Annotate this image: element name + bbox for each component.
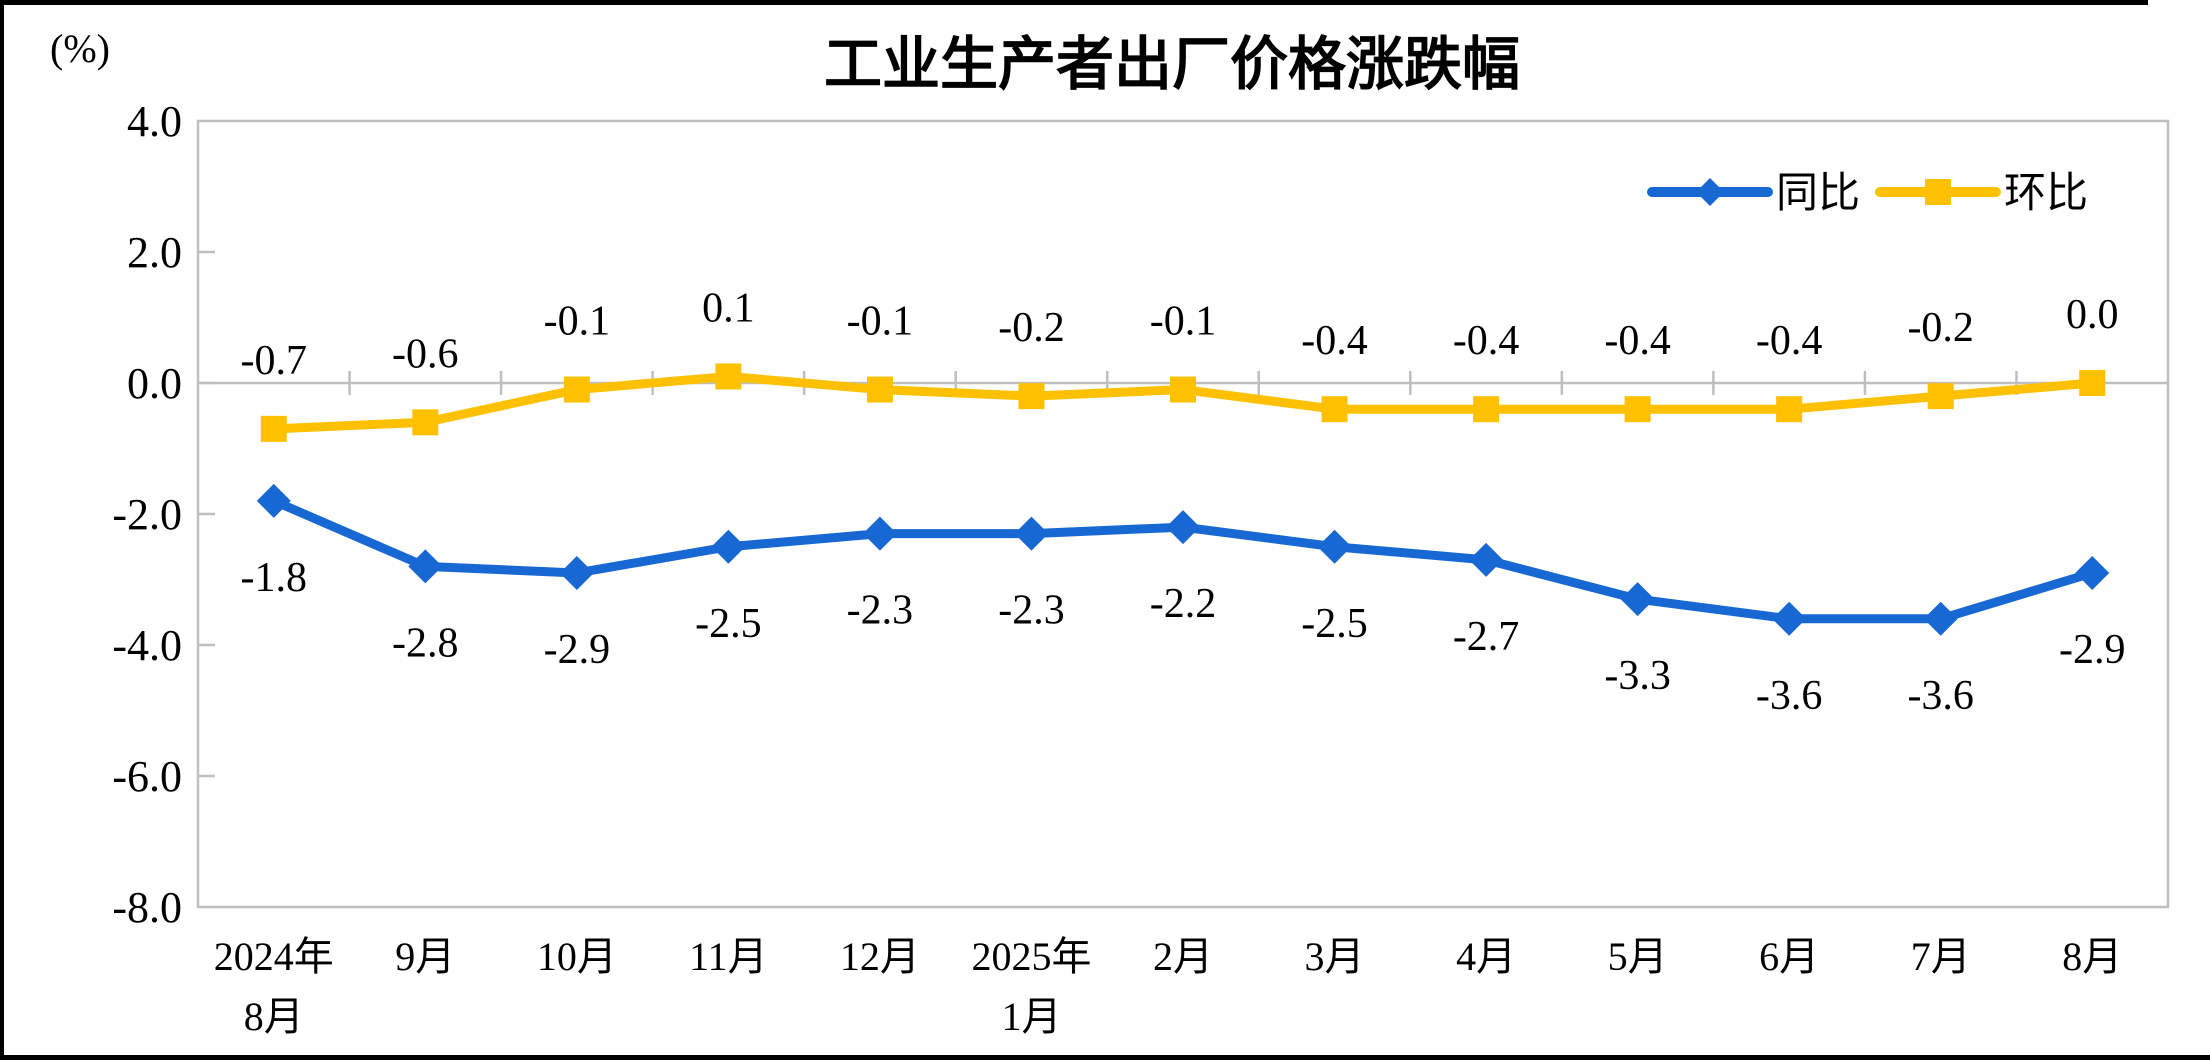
x-category-label: 7月 xyxy=(1911,934,1971,979)
yoy-data-label: -2.2 xyxy=(1150,581,1217,627)
x-category-label: 12月 xyxy=(840,934,920,979)
yoy-marker xyxy=(1469,542,1504,577)
mom-data-label: 0.1 xyxy=(702,285,755,331)
legend-item-yoy: 同比 xyxy=(1647,169,1860,216)
mom-marker xyxy=(1473,396,1500,423)
mom-data-label: -0.1 xyxy=(544,299,611,345)
mom-data-label: -0.6 xyxy=(392,331,459,377)
x-category-label: 9月 xyxy=(395,934,455,979)
x-category-label: 3月 xyxy=(1305,934,1365,979)
mom-data-label: -0.4 xyxy=(1301,318,1368,364)
yoy-data-label: -1.8 xyxy=(241,555,308,601)
yoy-data-label: -2.5 xyxy=(1301,601,1368,647)
mom-legend-square xyxy=(1925,179,1951,205)
legend: 同比 环比 xyxy=(1647,169,2088,216)
yoy-data-label: -3.6 xyxy=(1756,673,1823,719)
yoy-data-label: -2.9 xyxy=(544,627,611,673)
mom-data-label: -0.1 xyxy=(847,299,914,345)
mom-data-label: -0.1 xyxy=(1150,299,1217,345)
yoy-marker xyxy=(1317,529,1352,564)
mom-data-label: -0.4 xyxy=(1756,318,1823,364)
mom-marker xyxy=(1624,396,1651,423)
mom-marker xyxy=(866,376,893,403)
y-tick-label: 0.0 xyxy=(127,359,182,408)
x-category-label: 8月 xyxy=(2062,934,2122,979)
yoy-data-label: -2.5 xyxy=(695,601,762,647)
y-tick-label: 2.0 xyxy=(127,228,182,277)
mom-marker xyxy=(260,415,287,442)
yoy-data-label: -3.3 xyxy=(1604,653,1671,699)
mom-data-label: -0.4 xyxy=(1453,318,1520,364)
mom-marker xyxy=(2079,370,2106,396)
x-category-label: 8月 xyxy=(244,994,304,1039)
yoy-data-label: -2.3 xyxy=(847,588,914,634)
x-category-label: 4月 xyxy=(1456,934,1516,979)
yoy-data-label: -2.8 xyxy=(392,620,459,666)
chart-title: 工业生产者出厂价格涨跌幅 xyxy=(824,32,1520,97)
x-category-label: 6月 xyxy=(1759,934,1819,979)
yoy-marker xyxy=(256,483,291,518)
legend-item-mom: 环比 xyxy=(1875,169,2088,216)
y-tick-label: 4.0 xyxy=(127,97,182,146)
data-labels: -0.7 -0.6 -0.1 0.1 -0.1 -0.2 -0.1 -0.4 -0.4 -0.4 -… xyxy=(241,285,2126,718)
yoy-legend-diamond xyxy=(1696,178,1724,206)
mom-marker xyxy=(1927,383,1954,410)
mom-data-label: 0.0 xyxy=(2066,292,2119,338)
yoy-data-label: -2.9 xyxy=(2059,627,2126,673)
yoy-data-label: -3.6 xyxy=(1907,673,1974,719)
y-axis-unit-label: (%) xyxy=(50,26,110,71)
mom-data-label: -0.4 xyxy=(1604,318,1671,364)
mom-marker xyxy=(1776,396,1803,423)
mom-marker xyxy=(412,409,439,436)
legend-label-yoy: 同比 xyxy=(1776,169,1860,216)
mom-legend-line-square-icon xyxy=(1875,179,2001,205)
yoy-marker xyxy=(1772,601,1807,636)
mom-data-label: -0.2 xyxy=(1907,305,1974,351)
y-tick-label: -8.0 xyxy=(112,883,182,932)
mom-data-label: -0.2 xyxy=(998,305,1065,351)
mom-marker xyxy=(1018,383,1045,410)
x-category-label: 1月 xyxy=(1001,994,1061,1039)
yoy-marker xyxy=(711,529,746,564)
axes: 4.0 2.0 0.0 -2.0 -4.0 -6.0 -8.0 2024年 8月 9月 10月 11月… xyxy=(112,97,2170,1039)
y-tick-label: -4.0 xyxy=(112,621,182,670)
x-category-label: 11月 xyxy=(689,934,768,979)
yoy-marker xyxy=(559,555,594,590)
legend-label-mom: 环比 xyxy=(2004,169,2088,216)
mom-marker xyxy=(715,363,742,390)
x-category-label: 2025年 xyxy=(971,934,1091,979)
yoy-marker xyxy=(1014,516,1049,551)
y-tick-label: -6.0 xyxy=(112,752,182,801)
x-category-label: 2024年 xyxy=(214,934,334,979)
x-category-label: 10月 xyxy=(537,934,617,979)
x-category-label: 5月 xyxy=(1608,934,1668,979)
yoy-marker xyxy=(2075,555,2110,590)
y-tick-label: -2.0 xyxy=(112,490,182,539)
yoy-data-label: -2.3 xyxy=(998,588,1065,634)
x-category-label: 2月 xyxy=(1153,934,1213,979)
yoy-marker xyxy=(862,516,897,551)
yoy-marker xyxy=(1620,582,1655,617)
yoy-data-label: -2.7 xyxy=(1453,614,1520,660)
yoy-marker xyxy=(408,549,443,584)
mom-marker xyxy=(1321,396,1348,423)
mom-data-label: -0.7 xyxy=(241,338,308,384)
mom-marker xyxy=(1170,376,1196,403)
mom-marker xyxy=(563,376,590,403)
series xyxy=(256,363,2110,636)
yoy-marker xyxy=(1923,601,1958,636)
yoy-legend-line-diamond-icon xyxy=(1647,178,1773,206)
yoy-marker xyxy=(1166,510,1200,545)
